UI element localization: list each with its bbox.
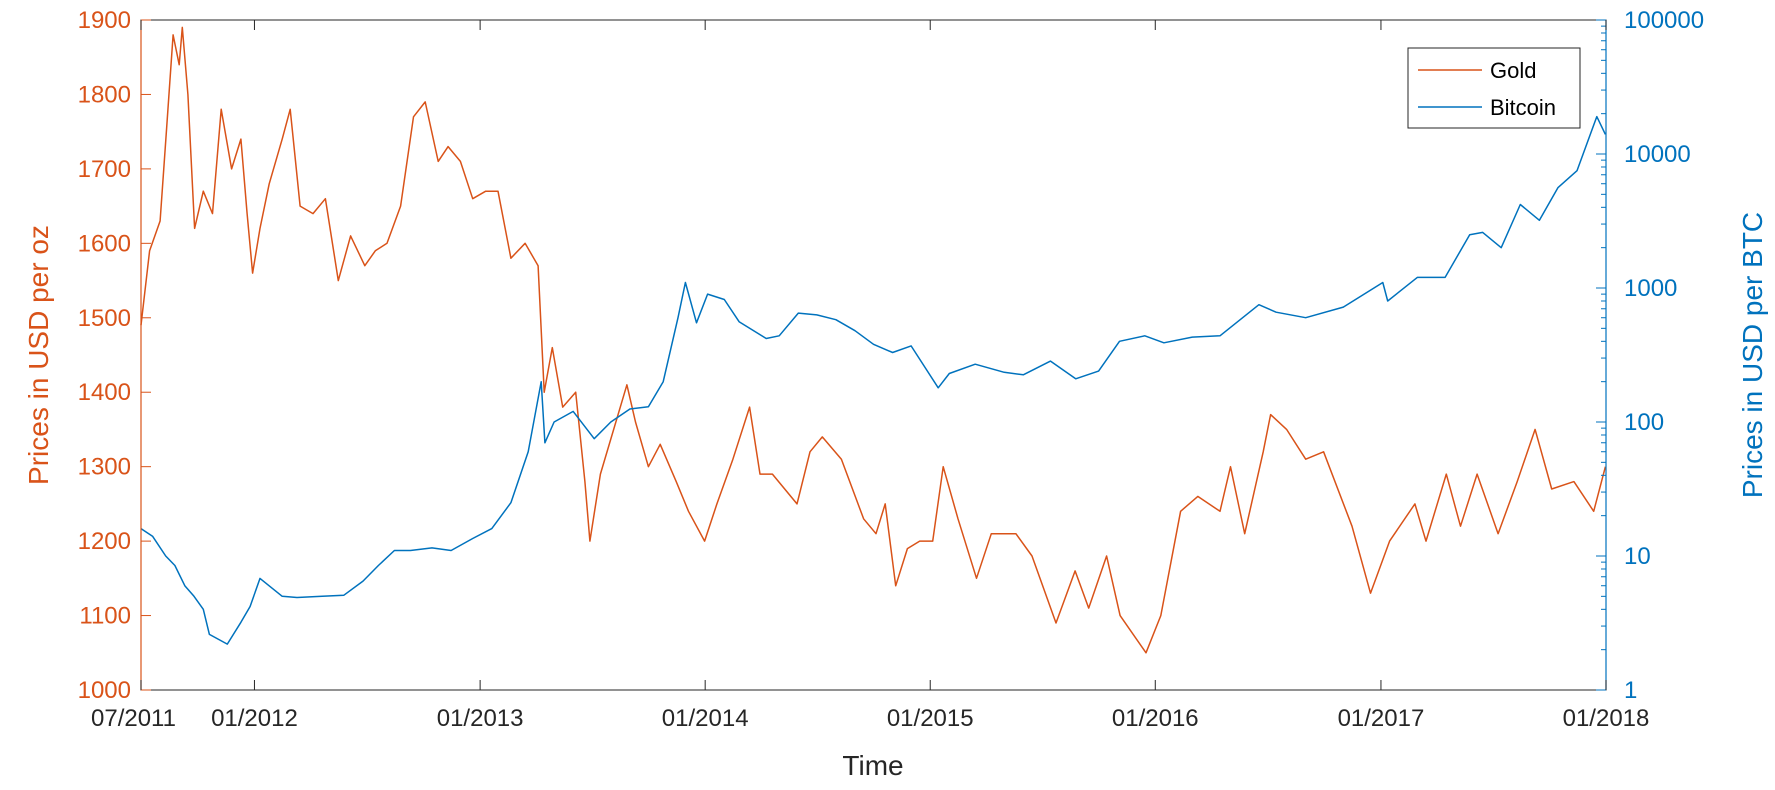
x-tick-label: 01/2018 (1563, 705, 1650, 732)
left-y-tick-label: 1200 (78, 528, 131, 555)
legend-gold-label: Gold (1490, 58, 1536, 83)
left-y-tick-label: 1400 (78, 379, 131, 406)
x-tick-label: 01/2017 (1338, 705, 1425, 732)
left-y-tick-label: 1000 (78, 677, 131, 704)
x-axis-title: Time (842, 750, 903, 781)
right-y-tick-label: 10 (1624, 543, 1651, 570)
right-y-tick-label: 1000 (1624, 275, 1677, 302)
plot-area-frame (140, 19, 1607, 691)
right-y-tick-label: 10000 (1624, 141, 1691, 168)
right-y-tick-label: 100 (1624, 409, 1664, 436)
right-y-tick-label: 100000 (1624, 7, 1704, 34)
x-tick-label: 01/2012 (211, 705, 298, 732)
right-y-axis-title: Prices in USD per BTC (1737, 212, 1768, 498)
left-y-tick-label: 1100 (79, 603, 131, 630)
left-y-tick-label: 1300 (78, 454, 131, 481)
series-line-bitcoin (140, 115, 1607, 645)
left-y-tick-label: 1700 (78, 156, 131, 183)
x-tick-label: 01/2015 (887, 705, 974, 732)
left-y-tick-label: 1800 (78, 81, 131, 108)
right-y-tick-label: 1 (1624, 677, 1637, 704)
left-y-tick-label: 1500 (78, 305, 131, 332)
x-tick-label: 01/2016 (1112, 705, 1199, 732)
series-line-gold (140, 26, 1607, 654)
legend-box (1407, 47, 1581, 129)
legend-bitcoin-label: Bitcoin (1490, 95, 1556, 120)
x-tick-label: 01/2013 (437, 705, 524, 732)
left-y-axis-title: Prices in USD per oz (23, 225, 54, 485)
left-y-tick-label: 1600 (78, 230, 131, 257)
x-tick-label: 01/2014 (662, 705, 749, 732)
legend: Gold Bitcoin (1407, 47, 1581, 129)
left-y-tick-label: 1900 (78, 7, 131, 34)
x-tick-label: 07/2011 (91, 705, 176, 732)
